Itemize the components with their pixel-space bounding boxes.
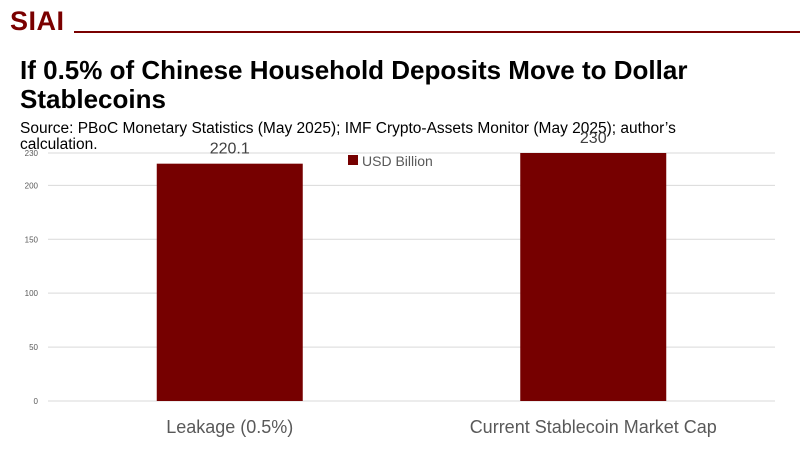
legend: USD Billion — [348, 153, 433, 169]
legend-swatch — [348, 155, 358, 165]
y-tick-label: 50 — [29, 343, 38, 352]
category-label: Current Stablecoin Market Cap — [470, 417, 717, 437]
bar — [156, 163, 303, 401]
data-labels: 220.1 230 — [210, 130, 607, 158]
x-axis-categories: Leakage (0.5%) Current Stablecoin Market … — [166, 417, 717, 437]
y-tick-label: 150 — [25, 235, 39, 244]
chart-title: If 0.5% of Chinese Household Deposits Mo… — [20, 55, 688, 114]
bar-value-label: 230 — [580, 130, 607, 147]
header-rule — [74, 31, 800, 33]
y-tick-label: 200 — [25, 181, 39, 190]
chart-source-note: Source: PBoC Monetary Statistics (May 20… — [20, 120, 676, 153]
y-tick-label: 100 — [25, 289, 39, 298]
brand-logo: SIAI — [10, 6, 65, 36]
bars — [156, 153, 667, 401]
y-axis-ticks: 0 50 100 150 200 230 — [25, 149, 39, 406]
y-tick-label: 230 — [25, 149, 39, 158]
bar-value-label: 220.1 — [210, 141, 250, 158]
bar — [520, 153, 667, 401]
category-label: Leakage (0.5%) — [166, 417, 293, 437]
legend-label: USD Billion — [362, 153, 433, 169]
y-tick-label: 0 — [34, 397, 39, 406]
